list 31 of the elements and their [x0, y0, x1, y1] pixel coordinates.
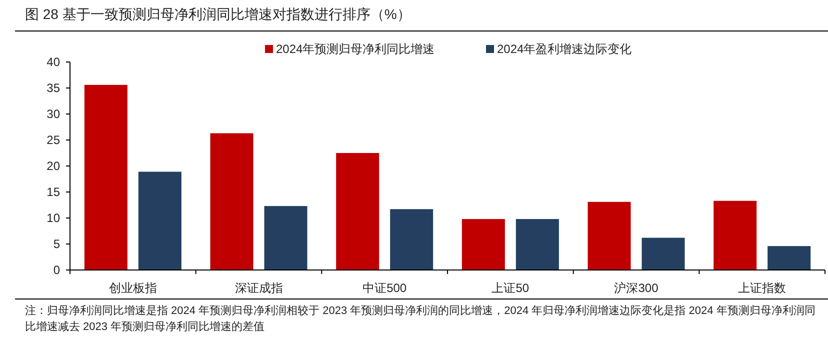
bar: [336, 153, 380, 270]
x-tick-label: 深证成指: [234, 281, 283, 295]
legend-label: 2024年预测归母净利同比增速: [276, 42, 435, 56]
y-tick-label: 35: [46, 81, 60, 96]
text: 注：归母净利润同比增速是指 2024 年预测归母净利润相较于 2023 年预测归母净利润的同比增速，2024 年归母净利润增速边际变化是指 2024 年预测归母净利润同比增速减去 2023 年预测归母净利同比增速的差值: [25, 304, 816, 335]
bar: [390, 209, 434, 270]
x-tick-label: 沪深300: [614, 281, 659, 295]
y-tick-label: 25: [46, 133, 60, 148]
y-tick-label: 40: [46, 55, 60, 70]
bar: [462, 219, 505, 270]
bar: [768, 246, 811, 270]
y-tick-label: 5: [53, 237, 60, 252]
chart-title: 图 28 基于一致预测归母净利润同比增速对指数进行排序（%）: [25, 6, 411, 22]
x-tick-label: 中证500: [362, 281, 407, 295]
x-tick-label: 上证50: [492, 281, 530, 295]
x-tick-label: 创业板指: [108, 281, 157, 295]
y-tick-label: 20: [46, 159, 60, 174]
y-tick-label: 15: [46, 185, 60, 200]
legend-label: 2024年盈利增速边际变化: [497, 42, 632, 56]
bar: [642, 238, 685, 270]
bar: [84, 84, 128, 270]
bar: [210, 133, 254, 270]
y-tick-label: 30: [46, 107, 60, 122]
x-tick-label: 上证指数: [738, 281, 786, 295]
bar: [264, 206, 308, 270]
bar: [138, 172, 182, 270]
y-tick-label: 0: [53, 263, 60, 278]
bar: [714, 200, 757, 270]
bar: [588, 202, 631, 270]
bar: [516, 219, 559, 270]
y-tick-label: 10: [46, 211, 60, 226]
